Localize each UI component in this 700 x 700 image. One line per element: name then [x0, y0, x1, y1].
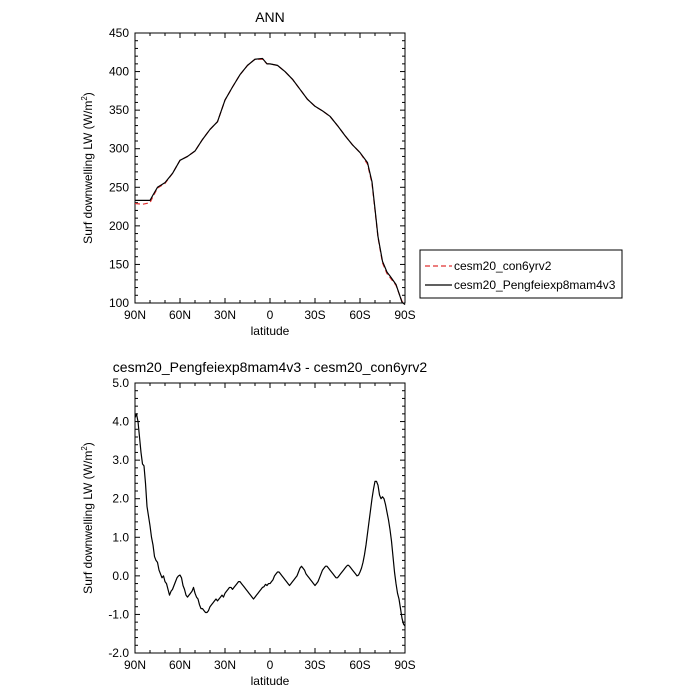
y-tick-label: 3.0	[112, 453, 129, 467]
y-axis-label: Surf downwelling LW (W/m2)	[80, 92, 95, 244]
x-tick-label: 90N	[124, 308, 146, 322]
legend-box	[419, 249, 623, 299]
y-axis-label-sup: 2	[80, 446, 89, 451]
x-tick-label: 30S	[304, 658, 325, 672]
y-tick-label: 300	[109, 142, 129, 156]
y-axis-label-sup: 2	[80, 96, 89, 101]
y-tick-label: 250	[109, 180, 129, 194]
legend-label-0: cesm20_con6yrv2	[454, 259, 552, 273]
series-line-1	[135, 57, 406, 306]
bottom-chart: 90N 60N 30N 0 30S 60S 90S -2.0 -1.0 0.0 1.0 2.0 3.0 4…	[80, 359, 427, 688]
y-axis-label-tail: )	[81, 442, 95, 446]
x-axis-label: latitude	[251, 324, 290, 338]
x-tick-label: 60N	[169, 658, 191, 672]
y-tick-label: 100	[109, 296, 129, 310]
y-tick-label: 400	[109, 65, 129, 79]
y-tick-label: 2.0	[112, 492, 129, 506]
x-tick-label: 90N	[124, 658, 146, 672]
y-tick-label: 1.0	[112, 530, 129, 544]
series-line-0	[134, 58, 406, 305]
y-tick-label: 150	[109, 257, 129, 271]
y-tick-label: 200	[109, 219, 129, 233]
y-axis-label-text: Surf downwelling LW (W/m	[81, 101, 95, 244]
y-axis-label-text: Surf downwelling LW (W/m	[81, 451, 95, 594]
legend: cesm20_con6yrv2 cesm20_Pengfeiexp8mam4v3	[419, 249, 623, 299]
y-tick-label: 4.0	[112, 415, 129, 429]
series-line-0	[134, 413, 406, 627]
x-tick-label: 30S	[304, 308, 325, 322]
y-tick-label: 350	[109, 103, 129, 117]
x-tick-label: 90S	[394, 308, 415, 322]
chart-title: cesm20_Pengfeiexp8mam4v3 - cesm20_con6yr…	[113, 359, 428, 375]
y-axis-label-tail: )	[81, 92, 95, 96]
x-tick-label: 30N	[214, 658, 236, 672]
plot-frame	[134, 382, 406, 654]
x-tick-label: 0	[267, 658, 274, 672]
x-tick-label: 30N	[214, 308, 236, 322]
y-tick-label: 0.0	[112, 569, 129, 583]
x-tick-label: 0	[267, 308, 274, 322]
x-tick-label: 90S	[394, 658, 415, 672]
x-tick-label: 60N	[169, 308, 191, 322]
x-tick-label: 60S	[349, 658, 370, 672]
y-tick-label: 5.0	[112, 376, 129, 390]
x-tick-label: 60S	[349, 308, 370, 322]
x-axis-label: latitude	[251, 674, 290, 688]
legend-label-1: cesm20_Pengfeiexp8mam4v3	[454, 278, 616, 292]
y-tick-label: -2.0	[108, 646, 129, 660]
y-tick-label: 450	[109, 26, 129, 40]
top-chart: 90N 60N 30N 0 30S 60S 90S 100 150 200 250 300 350 400…	[80, 9, 416, 338]
y-axis-label: Surf downwelling LW (W/m2)	[80, 442, 95, 594]
y-tick-label: -1.0	[108, 607, 129, 621]
chart-title: ANN	[255, 9, 285, 25]
